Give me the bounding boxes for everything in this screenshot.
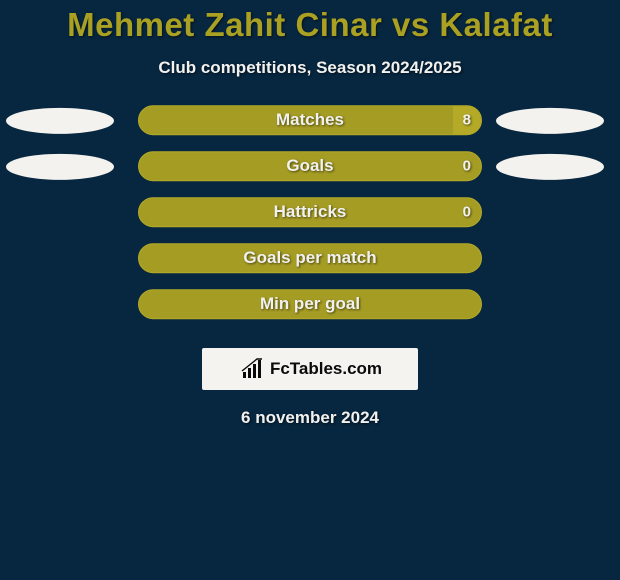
row-hattricks: Hattricks 0 <box>0 194 620 240</box>
row-min-per-goal: Min per goal <box>0 286 620 332</box>
bar-value-right: 0 <box>463 204 471 221</box>
row-matches: Matches 8 <box>0 102 620 148</box>
fctables-logo[interactable]: FcTables.com <box>202 348 418 390</box>
bar-value-right: 8 <box>463 112 471 129</box>
player-right-ellipse <box>496 108 604 134</box>
bar-label: Hattricks <box>139 202 481 222</box>
player-right-ellipse <box>496 154 604 180</box>
bar-label: Goals <box>139 156 481 176</box>
footer-date: 6 november 2024 <box>0 408 620 428</box>
row-goals: Goals 0 <box>0 148 620 194</box>
bar-track: Min per goal <box>138 289 482 319</box>
bar-label: Min per goal <box>139 294 481 314</box>
player-left-ellipse <box>6 108 114 134</box>
comparison-rows: Matches 8 Goals 0 Hattricks 0 <box>0 102 620 332</box>
bar-label: Matches <box>139 110 481 130</box>
bar-label: Goals per match <box>139 248 481 268</box>
chart-icon <box>238 358 266 380</box>
player-left-ellipse <box>6 154 114 180</box>
bar-track: Goals per match <box>138 243 482 273</box>
page-subtitle: Club competitions, Season 2024/2025 <box>0 58 620 78</box>
bar-track: Matches 8 <box>138 105 482 135</box>
bar-value-right: 0 <box>463 158 471 175</box>
bar-track: Hattricks 0 <box>138 197 482 227</box>
logo-text: FcTables.com <box>270 359 382 379</box>
row-goals-per-match: Goals per match <box>0 240 620 286</box>
page-title: Mehmet Zahit Cinar vs Kalafat <box>0 0 620 48</box>
bar-track: Goals 0 <box>138 151 482 181</box>
page: Mehmet Zahit Cinar vs Kalafat Club compe… <box>0 0 620 580</box>
